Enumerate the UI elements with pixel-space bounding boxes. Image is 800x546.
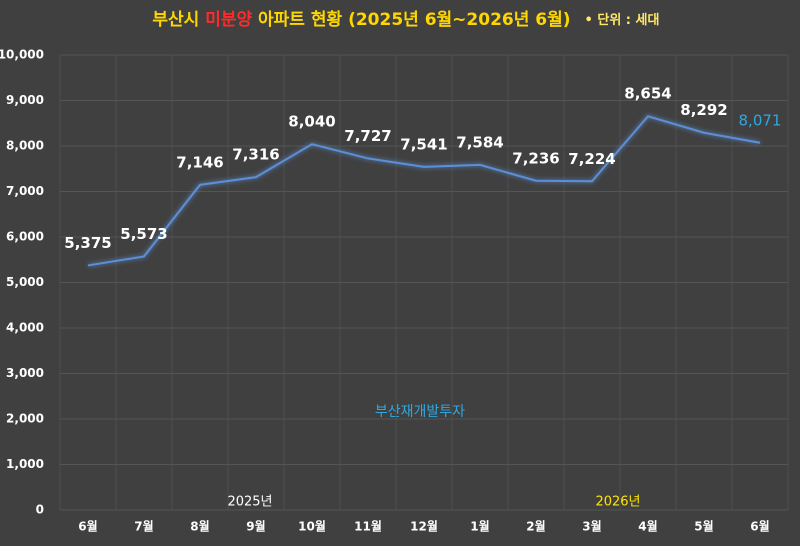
x-tick-label: 10월 bbox=[298, 519, 326, 534]
y-tick-label: 4,000 bbox=[6, 321, 44, 335]
y-tick-label: 2,000 bbox=[6, 412, 44, 426]
data-label: 7,236 bbox=[512, 149, 559, 167]
data-label: 7,584 bbox=[456, 133, 503, 151]
data-label: 8,654 bbox=[624, 85, 671, 103]
data-label: 8,292 bbox=[680, 101, 727, 119]
x-tick-label: 6월 bbox=[750, 519, 769, 534]
data-label: 7,541 bbox=[400, 135, 447, 153]
y-tick-label: 5,000 bbox=[6, 275, 44, 289]
watermark: 부산재개발투자 bbox=[375, 404, 465, 420]
data-label: 8,071 bbox=[739, 111, 782, 129]
data-label: 7,224 bbox=[568, 150, 615, 168]
data-label: 8,040 bbox=[288, 113, 335, 131]
title-part: 아파트 현황 (2025년 6월~2026년 6월) bbox=[252, 10, 570, 30]
x-tick-label: 9월 bbox=[246, 519, 265, 534]
unit-note: • 단위 : 세대 bbox=[585, 12, 660, 28]
chart-title: 부산시 미분양 아파트 현황 (2025년 6월~2026년 6월) • 단위 :… bbox=[123, 10, 677, 30]
x-tick-label: 1월 bbox=[470, 519, 489, 534]
data-label: 7,316 bbox=[232, 146, 279, 164]
y-tick-label: 6,000 bbox=[6, 230, 44, 244]
x-tick-label: 8월 bbox=[190, 519, 209, 534]
y-tick-label: 7,000 bbox=[6, 184, 44, 198]
y-tick-label: 10,000 bbox=[0, 48, 44, 62]
year-label: 2026년 bbox=[595, 495, 640, 510]
x-tick-label: 7월 bbox=[134, 519, 153, 534]
data-label: 5,573 bbox=[120, 225, 167, 243]
y-tick-label: 3,000 bbox=[6, 366, 44, 380]
data-label: 7,727 bbox=[344, 127, 391, 145]
x-tick-label: 6월 bbox=[78, 519, 97, 534]
x-tick-label: 12월 bbox=[410, 519, 438, 534]
x-tick-label: 3월 bbox=[582, 519, 601, 534]
year-label: 2025년 bbox=[227, 495, 272, 510]
x-tick-label: 2월 bbox=[526, 519, 545, 534]
x-tick-label: 4월 bbox=[638, 519, 657, 534]
y-tick-label: 8,000 bbox=[6, 139, 44, 153]
y-tick-label: 9,000 bbox=[6, 93, 44, 107]
data-label: 5,375 bbox=[64, 234, 111, 252]
title-part: 미분양 bbox=[205, 10, 252, 30]
x-tick-label: 5월 bbox=[694, 519, 713, 534]
title-part: 부산시 bbox=[152, 10, 205, 30]
y-tick-label: 1,000 bbox=[6, 457, 44, 471]
x-tick-label: 11월 bbox=[354, 519, 382, 534]
data-line bbox=[87, 115, 761, 267]
y-tick-label: 0 bbox=[36, 503, 44, 517]
data-label: 7,146 bbox=[176, 153, 223, 171]
